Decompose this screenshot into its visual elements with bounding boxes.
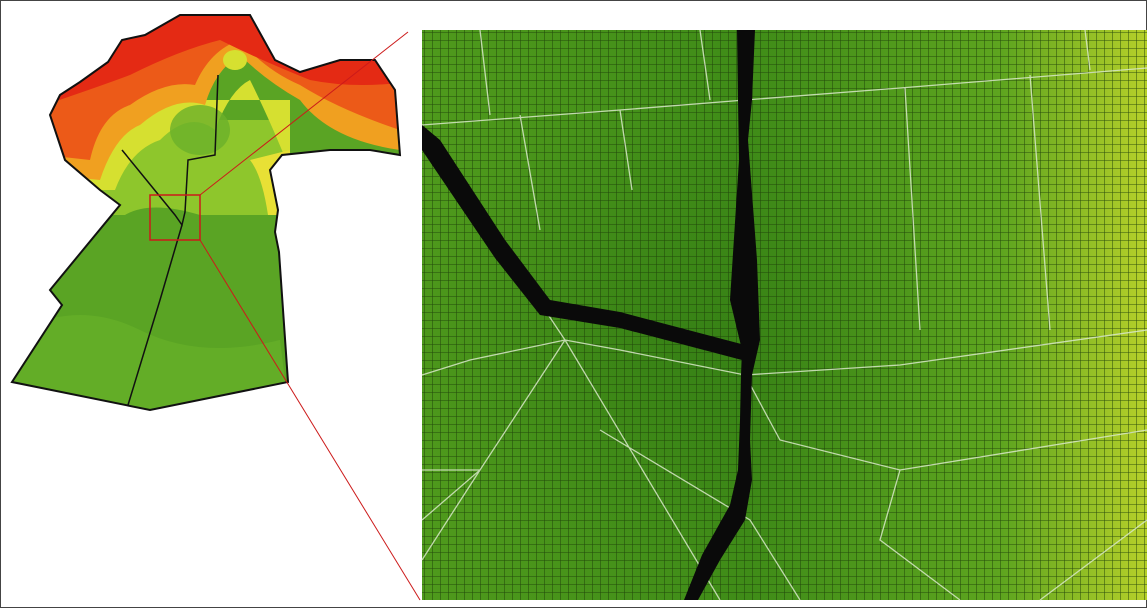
zoom-panel	[422, 30, 1147, 600]
page: (() => { const data = JSON.parse(documen…	[0, 0, 1147, 608]
map-figure	[0, 0, 1147, 608]
